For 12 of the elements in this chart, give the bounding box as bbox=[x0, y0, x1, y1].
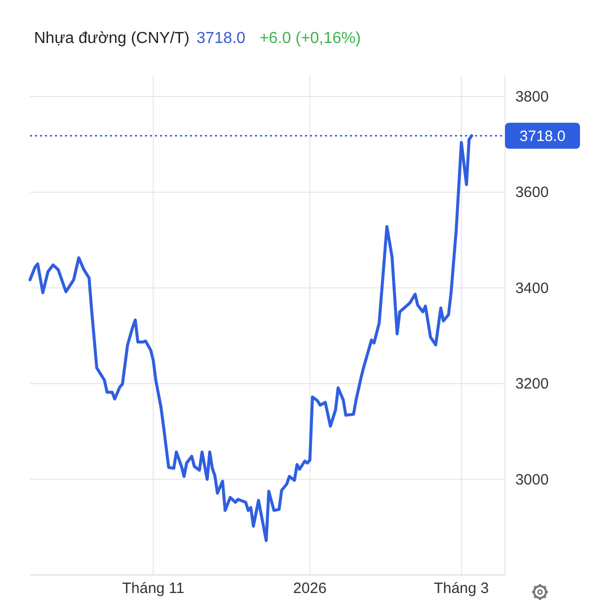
ref-line-label: 3718.0 bbox=[520, 128, 566, 145]
y-tick-label: 3000 bbox=[515, 471, 549, 488]
x-tick-label: 2026 bbox=[293, 580, 327, 597]
y-tick-label: 3400 bbox=[515, 280, 549, 297]
x-tick-label: Tháng 11 bbox=[122, 580, 184, 597]
y-tick-label: 3600 bbox=[515, 184, 549, 202]
y-tick-label: 3200 bbox=[515, 376, 549, 393]
text: +6.0 (+0,16%) bbox=[259, 30, 361, 47]
text: 3718.0 bbox=[196, 30, 246, 47]
y-tick-label: 3800 bbox=[515, 88, 549, 106]
x-tick-label: Tháng 3 bbox=[434, 580, 489, 597]
chart-title: Nhựa đường (CNY/T) bbox=[34, 30, 190, 47]
